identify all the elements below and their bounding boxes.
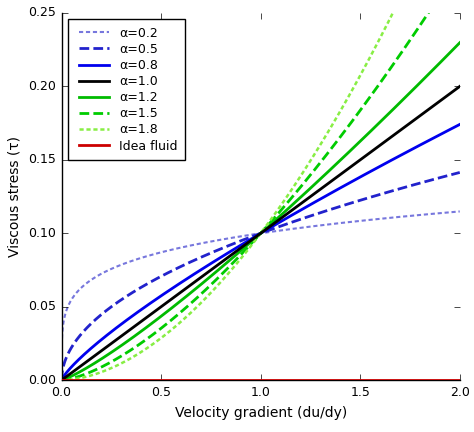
Y-axis label: Viscous stress (τ): Viscous stress (τ) bbox=[7, 136, 21, 257]
X-axis label: Velocity gradient (du/dy): Velocity gradient (du/dy) bbox=[174, 406, 347, 419]
Legend: α=0.2, α=0.5, α=0.8, α=1.0, α=1.2, α=1.5, α=1.8, Idea fluid: α=0.2, α=0.5, α=0.8, α=1.0, α=1.2, α=1.5… bbox=[68, 19, 185, 160]
